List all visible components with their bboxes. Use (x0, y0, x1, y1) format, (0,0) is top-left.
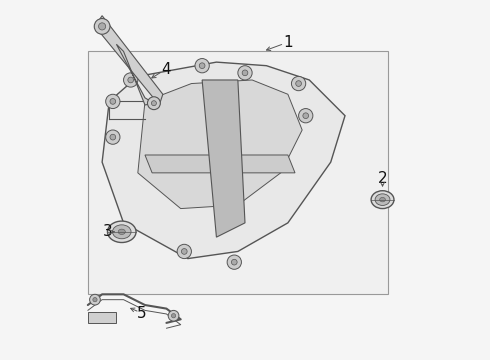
Circle shape (94, 18, 110, 34)
Circle shape (296, 81, 301, 86)
Circle shape (238, 66, 252, 80)
Circle shape (199, 63, 205, 68)
Text: 1: 1 (283, 35, 293, 50)
Circle shape (147, 97, 160, 110)
Circle shape (298, 109, 313, 123)
Polygon shape (145, 155, 295, 173)
Text: 2: 2 (378, 171, 387, 186)
Polygon shape (102, 62, 345, 258)
Ellipse shape (113, 225, 131, 239)
Circle shape (242, 70, 248, 76)
Polygon shape (202, 80, 245, 237)
Circle shape (172, 314, 176, 318)
Circle shape (106, 130, 120, 144)
Circle shape (98, 23, 106, 30)
Text: 4: 4 (162, 62, 171, 77)
Circle shape (106, 94, 120, 109)
Circle shape (151, 101, 156, 106)
Ellipse shape (375, 194, 390, 206)
Polygon shape (88, 312, 117, 323)
Circle shape (181, 249, 187, 254)
Text: 5: 5 (137, 306, 146, 321)
Text: 3: 3 (102, 224, 112, 239)
Ellipse shape (380, 197, 386, 202)
Circle shape (227, 255, 242, 269)
Circle shape (177, 244, 192, 258)
Polygon shape (117, 44, 154, 105)
Polygon shape (138, 80, 302, 208)
Circle shape (195, 59, 209, 73)
Circle shape (110, 99, 116, 104)
Polygon shape (95, 16, 163, 105)
FancyBboxPatch shape (88, 51, 388, 294)
Circle shape (168, 310, 179, 321)
Ellipse shape (371, 191, 394, 208)
Circle shape (292, 76, 306, 91)
Ellipse shape (107, 221, 136, 243)
Circle shape (231, 259, 237, 265)
Circle shape (90, 294, 100, 305)
Circle shape (303, 113, 309, 118)
Circle shape (110, 134, 116, 140)
Circle shape (123, 73, 138, 87)
Circle shape (128, 77, 134, 83)
Ellipse shape (118, 229, 125, 234)
Circle shape (93, 297, 97, 302)
